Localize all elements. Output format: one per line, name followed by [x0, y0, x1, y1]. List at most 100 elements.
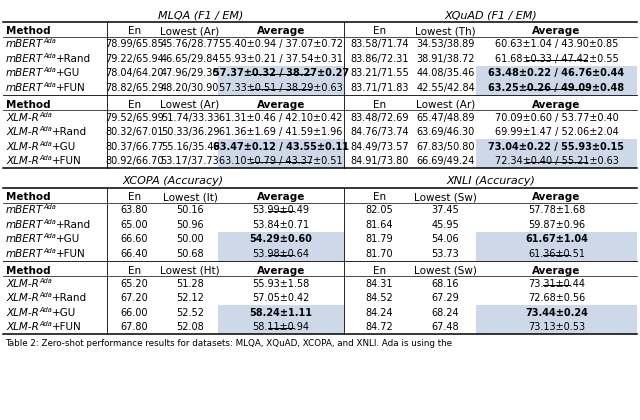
Text: 61.36±1.69 / 41.59±1.96: 61.36±1.69 / 41.59±1.96	[220, 128, 342, 137]
Text: 65.00: 65.00	[121, 220, 148, 230]
Text: 55.93±1.58: 55.93±1.58	[252, 279, 310, 289]
Text: Lowest (Th): Lowest (Th)	[415, 26, 476, 37]
Text: 83.58/71.74: 83.58/71.74	[350, 39, 409, 50]
Text: 50.16: 50.16	[176, 205, 204, 215]
Text: 63.25±0.26 / 49.09±0.48: 63.25±0.26 / 49.09±0.48	[488, 83, 625, 93]
Text: XLM-R: XLM-R	[6, 142, 39, 152]
Text: 81.64: 81.64	[365, 220, 393, 230]
Text: 51.74/33.33: 51.74/33.33	[161, 113, 220, 123]
Bar	[476, 80, 637, 94]
Text: Ada: Ada	[44, 233, 56, 239]
Text: 80.92/66.70: 80.92/66.70	[105, 157, 164, 166]
Text: 83.86/72.31: 83.86/72.31	[350, 54, 409, 64]
Text: +FUN: +FUN	[56, 249, 86, 259]
Bar	[218, 305, 344, 320]
Text: 63.48±0.22 / 46.76±0.44: 63.48±0.22 / 46.76±0.44	[488, 68, 625, 79]
Text: 67.48: 67.48	[432, 323, 460, 333]
Text: 52.08: 52.08	[176, 323, 204, 333]
Text: Average: Average	[257, 26, 305, 37]
Text: Ada: Ada	[44, 67, 56, 73]
Text: En: En	[128, 100, 141, 110]
Text: 66.60: 66.60	[121, 234, 148, 244]
Text: Lowest (Ht): Lowest (Ht)	[160, 266, 220, 276]
Text: Ada: Ada	[39, 292, 52, 298]
Text: 80.37/66.77: 80.37/66.77	[105, 142, 164, 152]
Text: 55.40±0.94 / 37.07±0.72: 55.40±0.94 / 37.07±0.72	[219, 39, 343, 50]
Text: Ada: Ada	[44, 53, 56, 59]
Text: Average: Average	[257, 192, 305, 202]
Text: +FUN: +FUN	[56, 83, 86, 93]
Bar	[218, 320, 344, 334]
Text: 67.29: 67.29	[431, 294, 460, 304]
Bar	[476, 246, 637, 260]
Text: XCOPA (Accuracy): XCOPA (Accuracy)	[123, 176, 224, 186]
Text: Average: Average	[532, 192, 580, 202]
Bar	[476, 139, 637, 153]
Text: Ada: Ada	[44, 38, 56, 44]
Text: Ada: Ada	[39, 126, 52, 132]
Text: XLM-R: XLM-R	[6, 113, 39, 123]
Text: Ada: Ada	[39, 307, 52, 313]
Text: +Rand: +Rand	[56, 54, 92, 64]
Text: 50.33/36.29: 50.33/36.29	[161, 128, 220, 137]
Text: 61.36±0.51: 61.36±0.51	[528, 249, 585, 259]
Bar	[476, 320, 637, 334]
Text: Ada: Ada	[39, 278, 52, 284]
Text: mBERT: mBERT	[6, 83, 44, 93]
Text: +GU: +GU	[52, 308, 76, 318]
Text: 66.40: 66.40	[121, 249, 148, 259]
Text: +FUN: +FUN	[52, 157, 81, 166]
Text: Ada: Ada	[44, 204, 56, 210]
Text: 78.99/65.85: 78.99/65.85	[105, 39, 164, 50]
Text: +Rand: +Rand	[52, 294, 87, 304]
Text: 46.65/29.84: 46.65/29.84	[161, 54, 220, 64]
Text: Average: Average	[532, 266, 580, 276]
Text: 45.95: 45.95	[431, 220, 460, 230]
Text: 65.20: 65.20	[120, 279, 148, 289]
Text: 59.87±0.96: 59.87±0.96	[528, 220, 585, 230]
Bar	[218, 246, 344, 260]
Bar	[476, 66, 637, 80]
Text: Method: Method	[6, 192, 51, 202]
Text: 67.80: 67.80	[121, 323, 148, 333]
Text: En: En	[128, 266, 141, 276]
Text: 54.29±0.60: 54.29±0.60	[250, 234, 312, 244]
Text: En: En	[373, 266, 386, 276]
Text: Ada: Ada	[39, 278, 52, 284]
Text: En: En	[373, 26, 386, 37]
Text: Ada: Ada	[44, 82, 56, 88]
Text: XLM-R: XLM-R	[6, 308, 39, 318]
Text: Lowest (Ar): Lowest (Ar)	[416, 100, 475, 110]
Text: Average: Average	[532, 26, 580, 37]
Text: En: En	[373, 100, 386, 110]
Text: Ada: Ada	[39, 126, 52, 132]
Text: XLM-R: XLM-R	[6, 323, 39, 333]
Text: 53.17/37.73: 53.17/37.73	[161, 157, 220, 166]
Bar	[218, 153, 344, 168]
Bar	[218, 231, 344, 246]
Text: 81.79: 81.79	[365, 234, 394, 244]
Text: +FUN: +FUN	[52, 323, 81, 333]
Text: Ada: Ada	[44, 248, 56, 254]
Text: +GU: +GU	[56, 234, 81, 244]
Text: Ada: Ada	[44, 219, 56, 225]
Text: Ada: Ada	[39, 155, 52, 161]
Text: 42.55/42.84: 42.55/42.84	[416, 83, 475, 93]
Text: 68.24: 68.24	[432, 308, 460, 318]
Text: 82.05: 82.05	[365, 205, 394, 215]
Text: 34.53/38.89: 34.53/38.89	[416, 39, 475, 50]
Text: 73.13±0.53: 73.13±0.53	[528, 323, 585, 333]
Bar	[476, 231, 637, 246]
Text: 84.31: 84.31	[365, 279, 393, 289]
Text: 45.76/28.77: 45.76/28.77	[161, 39, 220, 50]
Text: 67.20: 67.20	[120, 294, 148, 304]
Text: Lowest (It): Lowest (It)	[163, 192, 218, 202]
Text: 53.84±0.71: 53.84±0.71	[252, 220, 310, 230]
Text: XLM-R: XLM-R	[6, 279, 39, 289]
Text: 61.68±0.33 / 47.42±0.55: 61.68±0.33 / 47.42±0.55	[495, 54, 618, 64]
Text: Ada: Ada	[44, 219, 56, 225]
Text: 47.96/29.30: 47.96/29.30	[161, 68, 220, 79]
Text: Ada: Ada	[44, 248, 56, 254]
Text: Ada: Ada	[39, 307, 52, 313]
Text: 84.72: 84.72	[365, 323, 394, 333]
